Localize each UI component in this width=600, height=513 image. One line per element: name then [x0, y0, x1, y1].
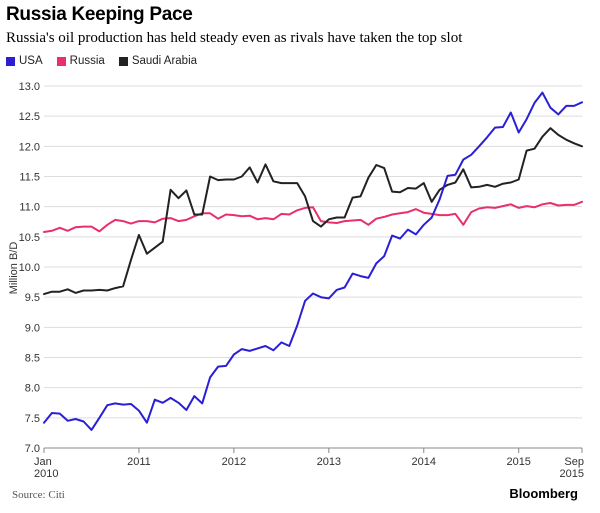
x-tick-label-year: 2010 — [34, 468, 58, 480]
bloomberg-logo: Bloomberg — [509, 486, 578, 501]
legend-item-russia: Russia — [56, 55, 105, 67]
series-line-usa — [43, 91, 583, 431]
x-tick-label-year: 2015 — [560, 468, 584, 480]
x-tick-label: Jan — [34, 456, 52, 468]
x-tick-label: 2015 — [506, 456, 530, 468]
y-axis-label: Million B/D — [8, 242, 20, 295]
x-tick-label: 2012 — [222, 456, 246, 468]
series-line-russia — [43, 200, 583, 233]
legend-label-saudi-arabia: Saudi Arabia — [131, 55, 198, 67]
y-axis-ticks: 7.0 7.5 8.0 8.5 9.0 9.5 10.0 10.5 11.0 11.5 12.0 12… — [19, 81, 40, 455]
y-tick-label: 12.0 — [19, 141, 40, 153]
legend: USA Russia Saudi Arabia — [6, 53, 197, 69]
legend-label-russia: Russia — [69, 55, 105, 67]
source-note: Source: Citi — [12, 489, 65, 501]
y-tick-label: 9.5 — [25, 292, 40, 304]
y-tick-label: 11.0 — [19, 202, 40, 214]
y-tick-label: 12.5 — [19, 111, 40, 123]
x-tick-label: 2014 — [412, 456, 436, 468]
y-tick-label: 11.5 — [19, 172, 40, 184]
series-line-saudi-arabia — [43, 127, 583, 296]
chart-subtitle: Russia's oil production has held steady … — [6, 30, 463, 46]
legend-item-saudi-arabia: Saudi Arabia — [118, 55, 198, 67]
y-tick-label: 10.0 — [19, 262, 40, 274]
legend-swatch-saudi-arabia — [118, 56, 128, 66]
chart-title: Russia Keeping Pace — [6, 4, 193, 25]
series-lines — [43, 91, 583, 431]
y-tick-label: 13.0 — [19, 81, 40, 93]
y-tick-label: 7.5 — [25, 413, 40, 425]
y-tick-label: 7.0 — [25, 443, 40, 455]
y-tick-label: 9.0 — [25, 322, 40, 334]
x-tick-label: Sep — [564, 456, 584, 468]
y-tick-label: 8.0 — [25, 383, 40, 395]
y-tick-label: 10.5 — [19, 232, 40, 244]
legend-swatch-usa — [6, 56, 15, 66]
x-tick-label: 2013 — [317, 456, 341, 468]
legend-swatch-russia — [56, 56, 66, 66]
legend-item-usa: USA — [6, 55, 43, 67]
legend-label-usa: USA — [19, 55, 43, 67]
grid — [44, 85, 582, 449]
x-tick-label: 2011 — [127, 456, 151, 468]
y-tick-label: 8.5 — [25, 353, 40, 365]
